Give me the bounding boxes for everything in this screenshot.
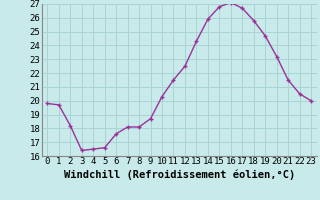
X-axis label: Windchill (Refroidissement éolien,°C): Windchill (Refroidissement éolien,°C) <box>64 169 295 180</box>
